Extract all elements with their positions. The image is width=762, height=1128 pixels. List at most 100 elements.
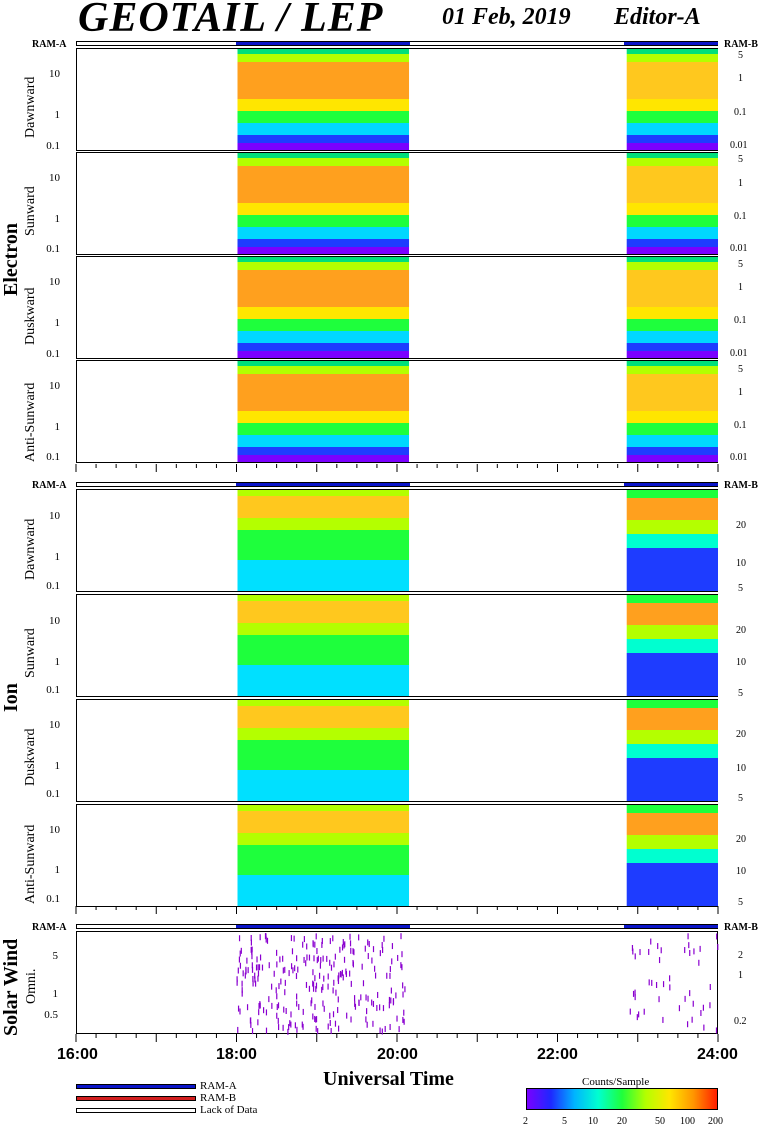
solar-wind-count-tick — [241, 980, 243, 987]
colorbar-tick: 2 — [523, 1116, 528, 1127]
solar-wind-count-tick — [638, 1011, 640, 1018]
solar-wind-count-tick — [709, 1002, 711, 1009]
solar-wind-count-tick — [699, 945, 701, 952]
spectrogram-band — [237, 560, 410, 591]
spectrogram-band — [626, 435, 718, 447]
solar-wind-count-tick — [329, 1019, 331, 1026]
spectrogram-band — [237, 158, 410, 166]
y-tick-label-right: 20 — [736, 729, 746, 740]
solar-wind-count-tick — [251, 966, 254, 973]
solar-wind-count-tick — [254, 980, 257, 987]
spectrogram-band — [626, 351, 718, 358]
y-tick-label-right: 0.2 — [734, 1016, 747, 1027]
y-tick-label: 1 — [54, 864, 61, 876]
solar-wind-count-tick — [376, 1005, 378, 1012]
solar-wind-count-tick — [349, 933, 351, 940]
solar-wind-count-tick — [339, 970, 342, 977]
solar-wind-count-tick — [379, 1004, 381, 1011]
spectrogram-band — [237, 166, 410, 203]
solar-wind-count-tick — [382, 1005, 385, 1012]
solar-wind-count-tick — [292, 967, 294, 974]
spectrogram-band — [626, 490, 718, 498]
solar-wind-count-tick — [662, 1016, 664, 1023]
solar-wind-count-tick — [255, 964, 258, 971]
plot-editor: Editor-A — [614, 4, 701, 30]
legend-swatch-ram-b — [76, 1096, 196, 1101]
solar-wind-count-tick — [319, 962, 322, 969]
solar-wind-count-tick — [289, 1020, 291, 1027]
solar-wind-count-tick — [391, 958, 393, 965]
solar-wind-count-tick — [290, 1021, 292, 1028]
spectrogram-band — [626, 708, 718, 730]
solar-wind-count-tick — [374, 972, 377, 979]
spectrogram-band — [237, 875, 410, 906]
y-tick-label: 10 — [49, 172, 60, 184]
solar-wind-count-tick — [648, 948, 650, 955]
spectrogram-band — [626, 498, 718, 520]
solar-wind-count-tick — [311, 997, 313, 1004]
solar-wind-count-tick — [317, 955, 319, 962]
solar-wind-count-tick — [265, 1009, 268, 1016]
solar-wind-count-tick — [349, 940, 352, 947]
solar-wind-count-tick — [315, 1016, 317, 1023]
solar-wind-count-tick — [250, 939, 252, 946]
spectrogram-band — [237, 740, 410, 770]
solar-wind-count-tick — [265, 1027, 268, 1034]
solar-wind-count-tick — [342, 939, 344, 946]
solar-wind-count-tick — [669, 984, 671, 991]
spectrogram-band — [626, 143, 718, 150]
mode-bar-segment — [624, 42, 718, 45]
spectrogram-band — [626, 835, 718, 849]
y-tick-label: 1 — [54, 656, 61, 668]
solar-wind-count-tick — [275, 987, 277, 994]
solar-wind-count-tick — [353, 949, 355, 956]
y-tick-label: 1 — [54, 317, 61, 329]
y-tick-label: 1 — [54, 760, 61, 772]
ram-a-label-ion: RAM-A — [32, 480, 67, 491]
solar-wind-count-tick — [314, 975, 316, 982]
y-tick-label: 5 — [52, 950, 59, 962]
solar-wind-count-tick — [283, 1006, 285, 1013]
solar-wind-count-tick — [634, 989, 636, 996]
solar-wind-count-tick — [390, 987, 392, 994]
spectrogram-band — [237, 99, 410, 111]
colorbar-tick: 50 — [655, 1116, 665, 1127]
solar-wind-count-tick — [256, 956, 258, 963]
solar-wind-count-tick — [273, 970, 275, 977]
solar-wind-count-tick — [315, 1025, 317, 1032]
spectrogram-band — [237, 845, 410, 875]
spectrogram-band — [626, 166, 718, 203]
spectrogram-band — [626, 849, 718, 863]
solar-wind-count-tick — [313, 955, 315, 962]
solar-wind-count-tick — [282, 955, 284, 962]
legend-label-lack: Lack of Data — [200, 1104, 258, 1116]
spectrogram-band — [626, 805, 718, 813]
solar-wind-count-tick — [287, 1028, 289, 1035]
solar-wind-count-tick — [372, 1020, 374, 1027]
solar-wind-count-tick — [335, 989, 337, 996]
mode-bar-segment — [624, 483, 718, 486]
solar-wind-count-tick — [332, 935, 334, 942]
solar-wind-count-tick — [276, 993, 278, 1000]
solar-wind-count-tick — [308, 954, 311, 961]
solar-wind-count-tick — [321, 986, 323, 993]
y-tick-label-right: 10 — [736, 657, 746, 668]
y-tick-label-right: 5 — [738, 793, 743, 804]
spectrogram-band — [237, 423, 410, 435]
solar-wind-count-tick — [381, 1028, 383, 1035]
y-tick-label-right: 20 — [736, 520, 746, 531]
solar-wind-count-tick — [716, 933, 718, 940]
spectrogram-band — [237, 530, 410, 560]
y-tick-label-right: 0.01 — [730, 348, 748, 359]
solar-wind-count-tick — [239, 950, 241, 957]
solar-wind-count-tick — [403, 1009, 405, 1016]
y-tick-label: 10 — [49, 510, 60, 522]
solar-wind-count-tick — [332, 1011, 335, 1018]
solar-wind-count-tick — [239, 962, 242, 969]
y-tick-label: 0.1 — [46, 580, 60, 592]
spectrogram-band — [626, 603, 718, 625]
solar-wind-count-tick — [237, 1026, 239, 1033]
solar-wind-count-tick — [252, 980, 254, 987]
solar-wind-count-tick — [305, 981, 308, 988]
solar-wind-count-tick — [639, 949, 641, 956]
